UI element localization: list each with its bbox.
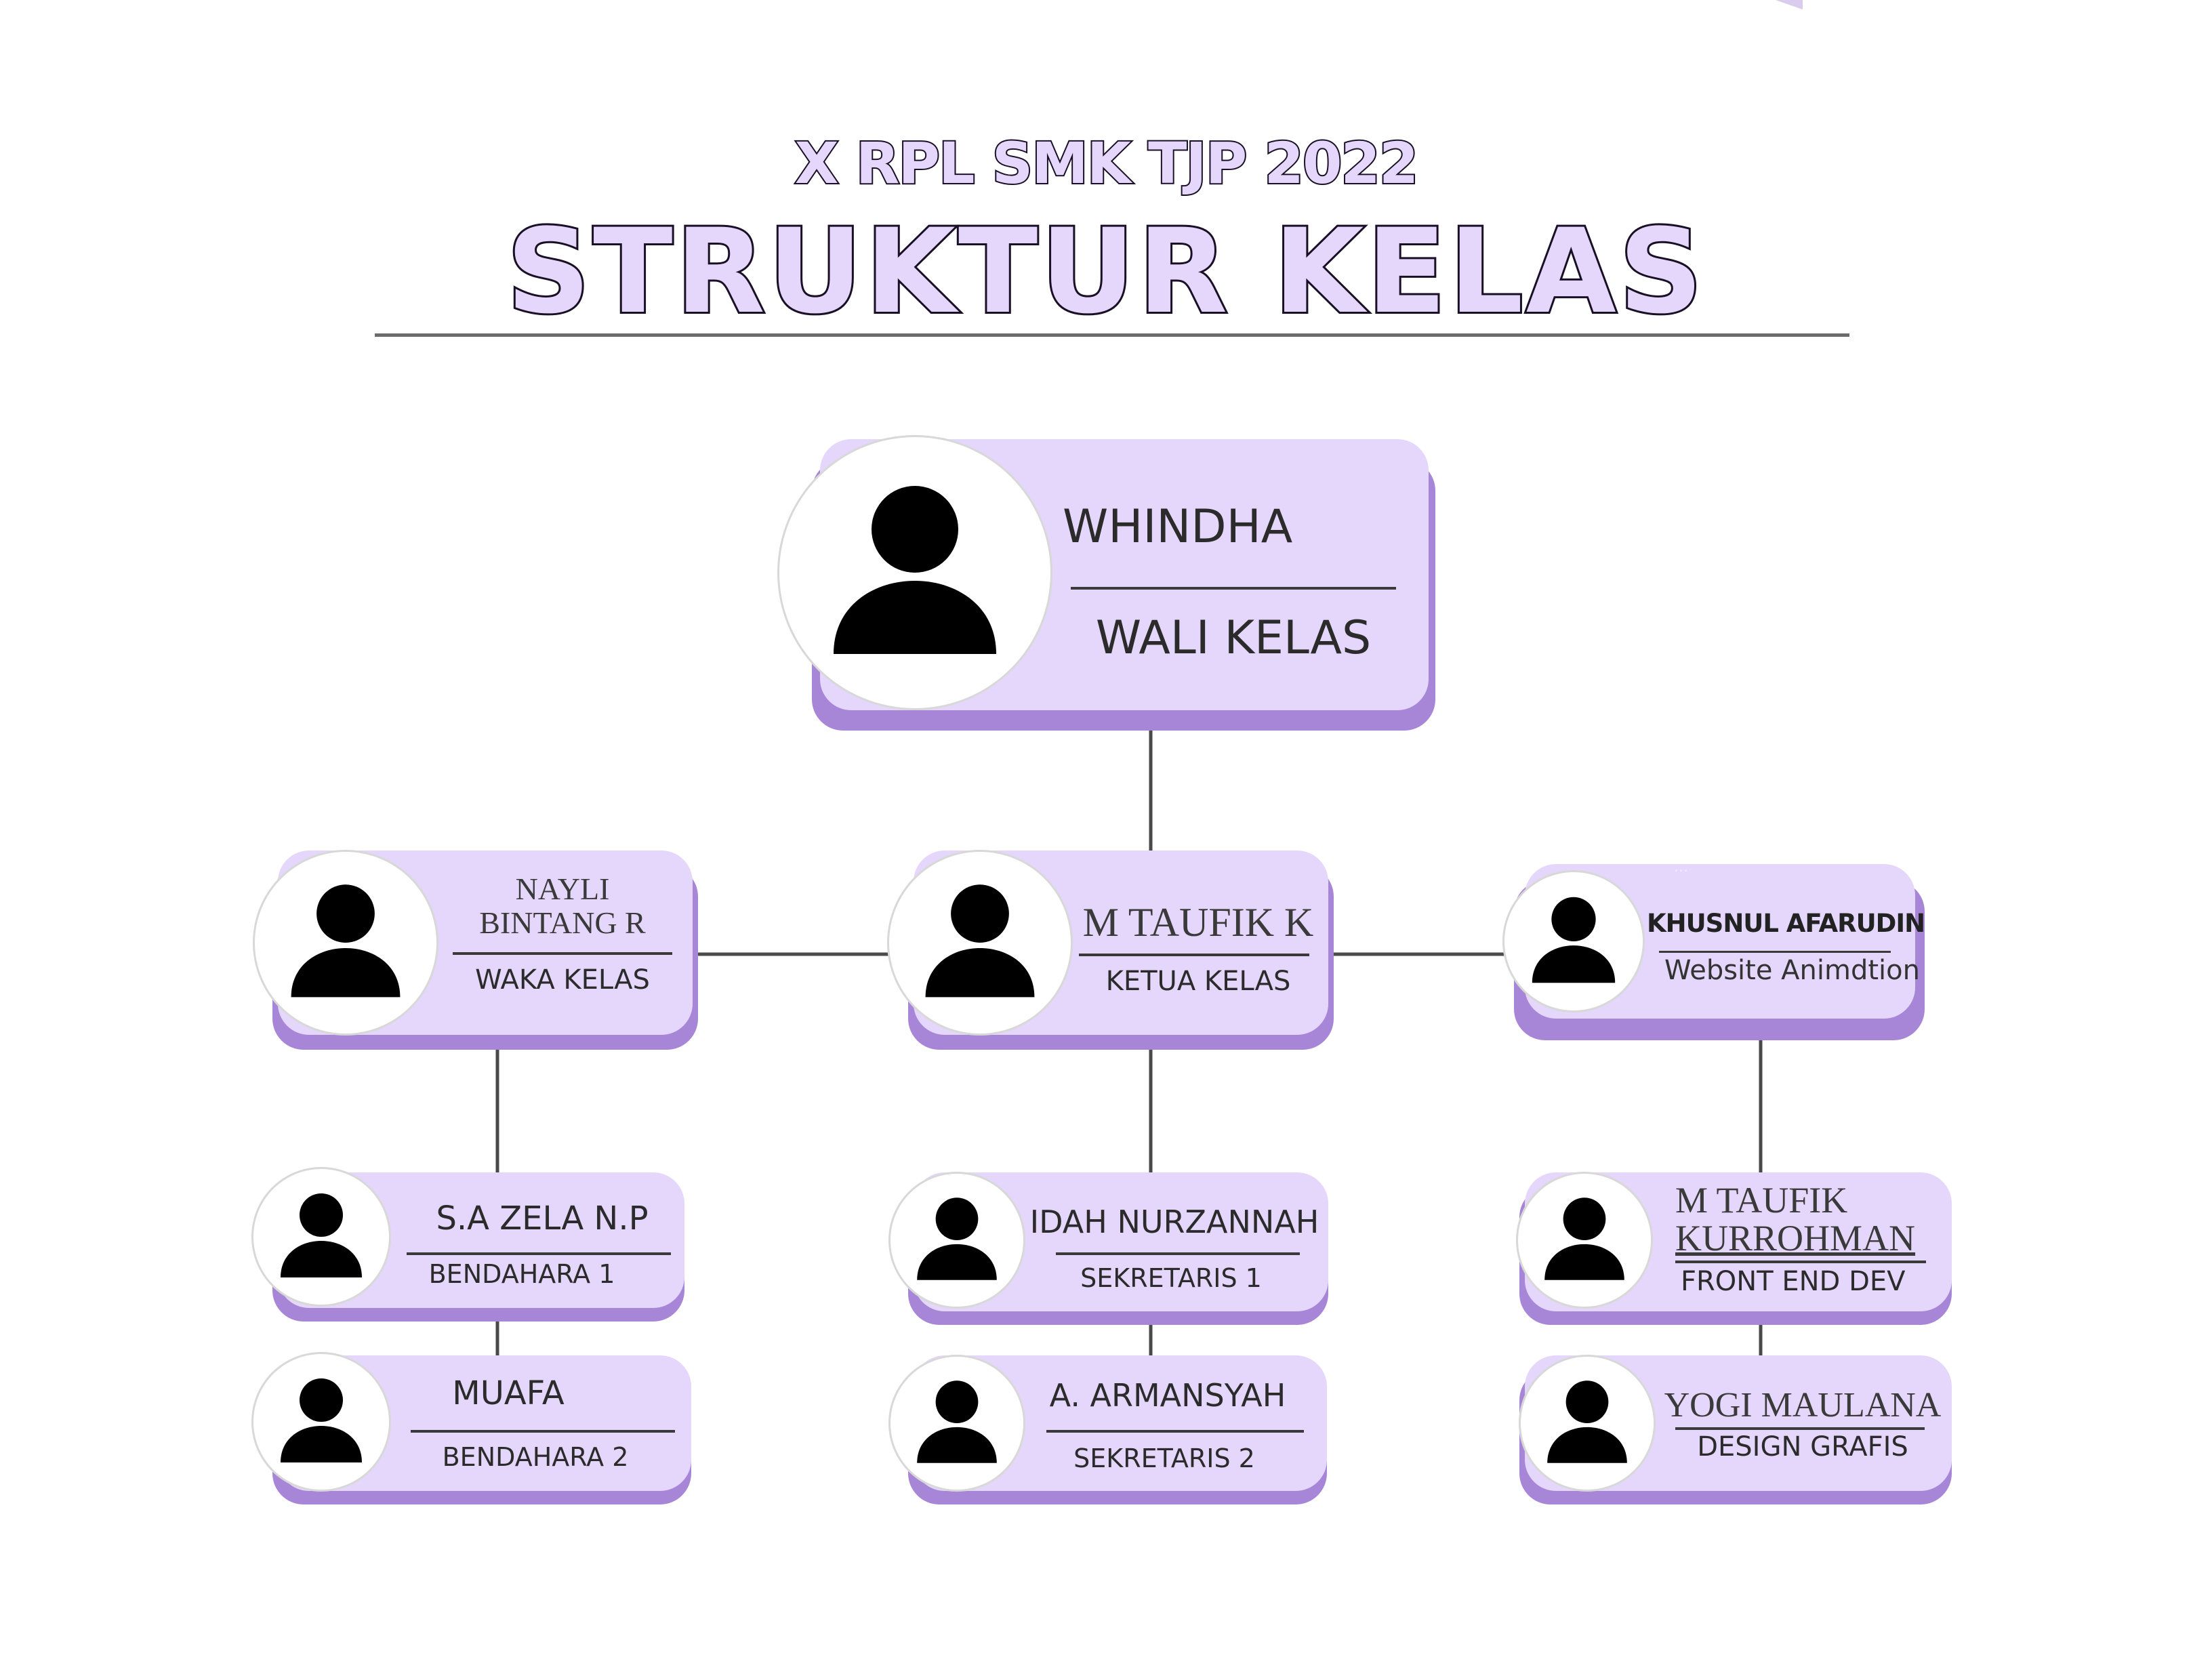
name-divider <box>453 952 672 955</box>
node-name: KHUSNUL AFARUDIN <box>1647 909 1925 938</box>
person-icon <box>1504 872 1643 1010</box>
node-name: S.A ZELA N.P <box>436 1200 649 1237</box>
node-name: MUAFA <box>452 1374 565 1412</box>
node-bendahara-1: S.A ZELA N.P BENDAHARA 1 <box>253 1169 684 1322</box>
header-divider <box>375 333 1849 337</box>
node-name: WHINDHA <box>1063 500 1293 554</box>
node-name-line2: BINTANG R <box>479 905 646 940</box>
name-divider <box>407 1252 671 1255</box>
node-name-line1: M TAUFIK <box>1675 1180 1848 1221</box>
name-divider <box>1675 1261 1926 1263</box>
node-name: M TAUFIK K <box>1082 900 1314 945</box>
node-wali-kelas: WHINDHA WALI KELAS <box>779 437 1435 731</box>
node-website-animation: ... KHUSNUL AFARUDIN Website Animdtion <box>1504 859 1925 1040</box>
node-role: WAKA KELAS <box>475 964 650 996</box>
node-role: FRONT END DEV <box>1681 1266 1906 1297</box>
node-sekretaris-1: IDAH NURZANNAH SEKRETARIS 1 <box>890 1172 1328 1325</box>
person-icon <box>253 1169 389 1305</box>
person-icon <box>779 437 1050 708</box>
node-role: BENDAHARA 2 <box>442 1442 629 1472</box>
person-icon <box>889 852 1071 1033</box>
name-divider <box>411 1430 675 1433</box>
node-design-grafis: YOGI MAULANA DESIGN GRAFIS <box>1519 1355 1952 1504</box>
node-name: YOGI MAULANA <box>1664 1386 1942 1425</box>
faded-text: ... <box>1674 859 1688 876</box>
name-divider <box>1675 1427 1925 1430</box>
header-title: STRUKTUR KELAS <box>504 201 1706 342</box>
name-divider <box>1046 1430 1304 1433</box>
node-front-end-dev: M TAUFIK KURROHMAN FRONT END DEV <box>1518 1172 1952 1325</box>
corner-decoration <box>1776 0 1803 9</box>
person-icon <box>253 1354 389 1490</box>
person-icon <box>890 1174 1023 1307</box>
node-name: IDAH NURZANNAH <box>1029 1204 1319 1240</box>
node-role: SEKRETARIS 2 <box>1073 1443 1255 1473</box>
node-bendahara-2: MUAFA BENDAHARA 2 <box>253 1354 691 1504</box>
node-name-line1: NAYLI <box>515 872 610 906</box>
person-icon <box>255 852 436 1033</box>
node-role: WALI KELAS <box>1095 611 1372 665</box>
name-divider <box>1659 951 1891 953</box>
person-icon <box>1521 1357 1654 1490</box>
header-subtitle: X RPL SMK TJP 2022 <box>794 129 1420 198</box>
person-icon <box>1518 1174 1651 1307</box>
name-divider <box>1071 587 1396 590</box>
node-name: A. ARMANSYAH <box>1049 1377 1286 1414</box>
node-role: BENDAHARA 1 <box>428 1259 615 1289</box>
node-name-line2: KURROHMAN <box>1675 1218 1916 1258</box>
node-role: KETUA KELAS <box>1105 966 1291 997</box>
person-icon <box>890 1357 1023 1490</box>
name-divider <box>1056 1252 1300 1255</box>
node-role: SEKRETARIS 1 <box>1080 1263 1262 1293</box>
node-ketua-kelas: M TAUFIK K KETUA KELAS <box>889 851 1334 1050</box>
name-divider <box>1079 954 1309 956</box>
node-role: Website Animdtion <box>1664 955 1920 986</box>
node-sekretaris-2: A. ARMANSYAH SEKRETARIS 2 <box>890 1355 1327 1504</box>
node-waka-kelas: NAYLI BINTANG R WAKA KELAS <box>255 851 698 1050</box>
node-role: DESIGN GRAFIS <box>1697 1431 1908 1462</box>
